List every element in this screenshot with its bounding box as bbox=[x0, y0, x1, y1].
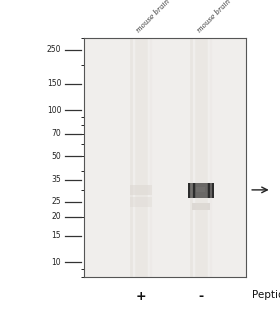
Text: 150: 150 bbox=[47, 79, 61, 88]
Text: -: - bbox=[198, 290, 204, 303]
Bar bbox=[130, 185, 152, 195]
Text: 50: 50 bbox=[52, 152, 61, 161]
Bar bbox=[130, 197, 152, 207]
Text: 15: 15 bbox=[52, 231, 61, 240]
Text: 70: 70 bbox=[52, 129, 61, 138]
Text: 250: 250 bbox=[47, 45, 61, 54]
Text: +: + bbox=[136, 290, 146, 303]
Text: 100: 100 bbox=[47, 106, 61, 115]
Bar bbox=[192, 203, 210, 210]
Bar bbox=[188, 183, 214, 198]
Text: 35: 35 bbox=[52, 175, 61, 184]
Text: 25: 25 bbox=[52, 198, 61, 206]
Text: 20: 20 bbox=[52, 212, 61, 221]
Text: mouse brain: mouse brain bbox=[135, 0, 172, 35]
Text: mouse brain: mouse brain bbox=[195, 0, 232, 35]
Text: 10: 10 bbox=[52, 258, 61, 267]
Text: Peptide: Peptide bbox=[252, 290, 280, 300]
Bar bbox=[196, 187, 206, 192]
